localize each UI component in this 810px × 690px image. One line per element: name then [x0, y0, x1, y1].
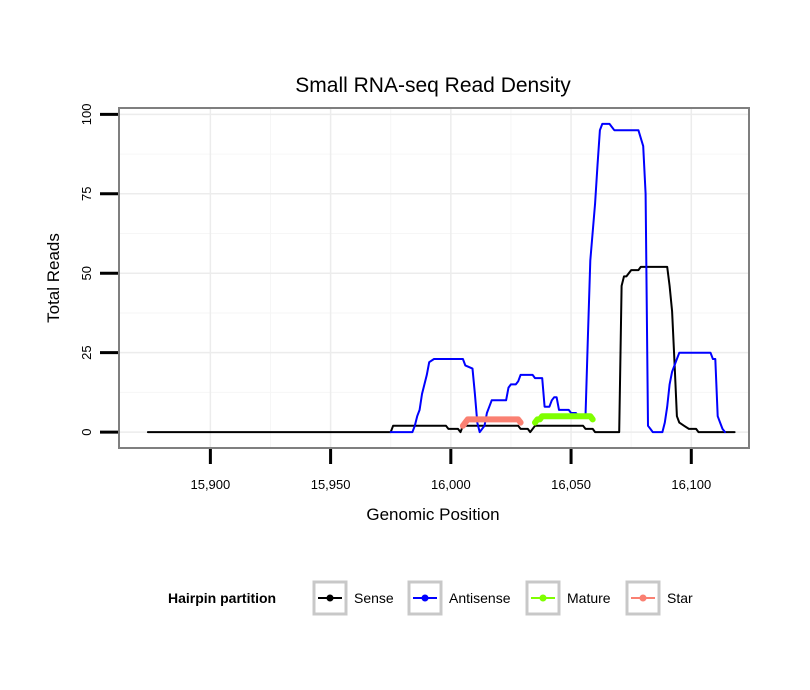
series-layer — [146, 122, 736, 434]
y-tick-label: 25 — [79, 345, 94, 359]
chart-title: Small RNA-seq Read Density — [295, 74, 571, 97]
x-tick-label: 16,100 — [671, 477, 711, 492]
axis-layer: 15,900 15,950 16,000 16,050 16,100 0 25 50 75 100 — [79, 104, 711, 492]
x-tick-label: 15,900 — [190, 477, 230, 492]
legend-title: Hairpin partition — [168, 590, 276, 606]
x-tick-label: 16,000 — [431, 477, 471, 492]
series-line-antisense — [389, 122, 726, 434]
plot-background — [119, 108, 749, 448]
legend-label-sense: Sense — [354, 590, 394, 606]
y-tick-label: 75 — [79, 187, 94, 201]
legend: Hairpin partition Sense Antisense Mature St… — [168, 580, 693, 616]
legend-point-mature — [539, 594, 547, 602]
y-tick-label: 0 — [79, 428, 94, 435]
legend-label-star: Star — [667, 590, 693, 606]
grid-layer — [119, 108, 749, 448]
x-tick-label: 16,050 — [551, 477, 591, 492]
legend-label-mature: Mature — [567, 590, 611, 606]
legend-point-star — [639, 594, 647, 602]
series-line-mature — [532, 413, 596, 426]
legend-point-antisense — [421, 594, 429, 602]
y-tick-label: 100 — [79, 104, 94, 126]
x-tick-label: 15,950 — [311, 477, 351, 492]
x-axis-label: Genomic Position — [366, 505, 499, 524]
legend-point-sense — [326, 594, 334, 602]
legend-label-antisense: Antisense — [449, 590, 511, 606]
series-line-star — [459, 416, 524, 429]
plot-border — [118, 107, 750, 449]
y-axis-label: Total Reads — [44, 233, 63, 323]
series-line-sense — [146, 265, 736, 434]
y-tick-label: 50 — [79, 266, 94, 280]
